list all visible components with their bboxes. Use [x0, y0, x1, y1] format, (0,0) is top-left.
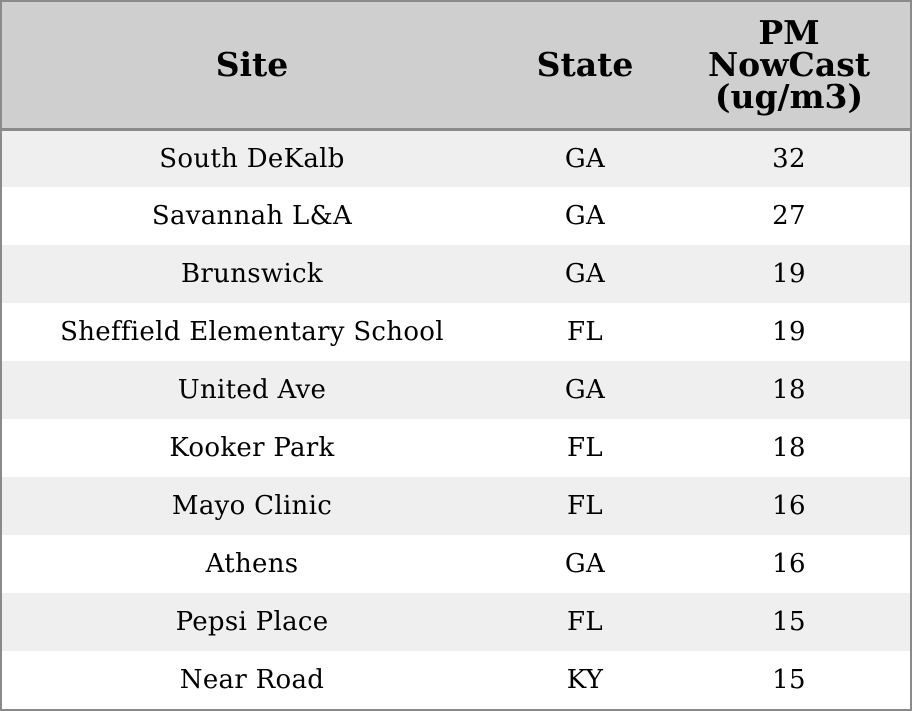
cell-site: Brunswick	[181, 259, 323, 289]
cell-state: GA	[564, 549, 606, 579]
header-state: State	[502, 2, 668, 131]
cell-site: Savannah L&A	[151, 201, 353, 231]
cell-state: FL	[567, 317, 603, 347]
cell-site: Near Road	[179, 665, 325, 695]
cell-site: South DeKalb	[159, 143, 345, 174]
table-row: Pepsi Place FL 15	[2, 593, 910, 651]
cell-pm: 18	[772, 433, 806, 463]
header-pm-nowcast: PM NowCast (ug/m3)	[668, 2, 910, 131]
table-row: Brunswick GA 19	[2, 245, 910, 303]
cell-pm: 19	[772, 259, 806, 289]
table-row: Sheffield Elementary School FL 19	[2, 303, 910, 361]
cell-pm: 27	[772, 201, 806, 231]
cell-pm: 15	[772, 665, 806, 695]
cell-site: Kooker Park	[169, 433, 335, 463]
cell-site: United Ave	[177, 375, 327, 405]
table-row: United Ave GA 18	[2, 361, 910, 419]
table-body: South DeKalb GA 32 Savannah L&A GA 27 Br…	[2, 129, 910, 709]
cell-site: Athens	[205, 549, 299, 579]
header-pm-line-1: PM	[758, 12, 820, 52]
table-row: South DeKalb GA 32	[2, 129, 910, 187]
table-row: Mayo Clinic FL 16	[2, 477, 910, 535]
cell-pm: 19	[772, 317, 806, 347]
cell-site: Pepsi Place	[175, 607, 329, 637]
table-row: Near Road KY 15	[2, 651, 910, 709]
cell-pm: 18	[772, 375, 806, 405]
table-row: Kooker Park FL 18	[2, 419, 910, 477]
cell-site: Sheffield Elementary School	[60, 317, 444, 347]
cell-state: GA	[564, 201, 606, 231]
cell-state: GA	[564, 143, 606, 174]
cell-pm: 15	[772, 607, 806, 637]
cell-site: Mayo Clinic	[171, 491, 333, 521]
header-pm-line-2: NowCast	[707, 44, 871, 84]
table-header: Site State PM NowCast (ug/m3)	[2, 2, 910, 131]
table-row: Athens GA 16	[2, 535, 910, 593]
cell-state: FL	[567, 491, 603, 521]
cell-state: FL	[567, 607, 603, 637]
cell-state: GA	[564, 259, 606, 289]
cell-state: GA	[564, 375, 606, 405]
cell-state: KY	[566, 665, 604, 695]
header-site: Site	[2, 2, 502, 131]
cell-state: FL	[567, 433, 603, 463]
cell-pm: 16	[772, 549, 806, 579]
cell-pm: 32	[772, 143, 806, 174]
cell-pm: 16	[772, 491, 806, 521]
table-row: Savannah L&A GA 27	[2, 187, 910, 245]
header-pm-line-3: (ug/m3)	[714, 76, 864, 116]
header-row: Site State PM NowCast (ug/m3)	[2, 2, 910, 131]
